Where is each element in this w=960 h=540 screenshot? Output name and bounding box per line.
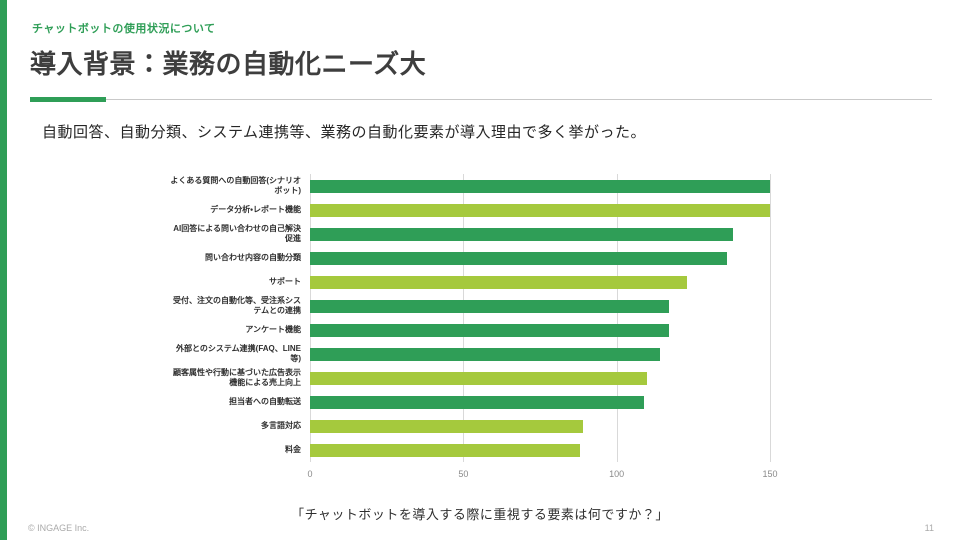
chart-category-label: 問い合わせ内容の自動分類 xyxy=(205,253,301,262)
chart-track xyxy=(310,395,770,409)
chart-category-label: データ分析・レポート機能 xyxy=(210,205,301,214)
chart-bar xyxy=(310,443,580,457)
chart-row: AI回答による問い合わせの自己解決促進 xyxy=(170,222,770,246)
chart-track xyxy=(310,299,770,313)
chart-category-label: アンケート機能 xyxy=(245,325,301,334)
chart-bar xyxy=(310,251,728,265)
chart-category-label: サポート xyxy=(269,277,301,286)
chart-bar xyxy=(310,323,669,337)
chart-track xyxy=(310,179,770,193)
title-divider xyxy=(30,97,932,102)
chart-caption: 「チャットボットを導入する際に重視する要素は何ですか？」 xyxy=(291,507,669,522)
page-title: 導入背景：業務の自動化ニーズ大 xyxy=(30,49,427,79)
chart-row: 担当者への自動転送 xyxy=(170,390,770,414)
x-axis: 0 50 100 150 xyxy=(307,462,777,482)
lead-text: 自動回答、自動分類、システム連携等、業務の自動化要素が導入理由で多く挙がった。 xyxy=(42,124,647,141)
chart-track xyxy=(310,347,770,361)
chart-row: 問い合わせ内容の自動分類 xyxy=(170,246,770,270)
chart-category-label: 多言語対応 xyxy=(261,421,301,430)
copyright: © INGAGE Inc. xyxy=(28,523,90,533)
chart-bar xyxy=(310,275,688,289)
chart-body: よくある質問への自動回答(シナリオボット) データ分析・レポート機能 AI回答による… xyxy=(170,174,771,462)
chart-track xyxy=(310,443,770,457)
chart-row: 顧客属性や行動に基づいた広告表示機能による売上向上 xyxy=(170,366,770,390)
x-axis-tick: 50 xyxy=(458,469,469,479)
chart-row: 外部とのシステム連携(FAQ、LINE等) xyxy=(170,342,770,366)
slide-kicker: チャットボットの使用状況について xyxy=(32,23,216,35)
chart-row: データ分析・レポート機能 xyxy=(170,198,770,222)
gridline xyxy=(310,174,311,462)
chart-row: 受付、注文の自動化等、受注系システムとの連携 xyxy=(170,294,770,318)
chart-gridlines xyxy=(310,174,771,462)
chart-row: 多言語対応 xyxy=(170,414,770,438)
x-axis-tick: 150 xyxy=(762,469,778,479)
chart-row: よくある質問への自動回答(シナリオボット) xyxy=(170,174,770,198)
chart-track xyxy=(310,371,770,385)
chart-track xyxy=(310,275,770,289)
divider-accent xyxy=(30,97,106,102)
chart-category-label: よくある質問への自動回答(シナリオボット) xyxy=(170,176,301,195)
gridline xyxy=(463,174,465,462)
chart-bar xyxy=(310,203,770,217)
chart-row: 料金 xyxy=(170,438,770,462)
chart-bar xyxy=(310,179,770,193)
chart-bar xyxy=(310,299,669,313)
chart-row: サポート xyxy=(170,270,770,294)
chart-row: アンケート機能 xyxy=(170,318,770,342)
chart-bar xyxy=(310,419,583,433)
chart-category-label: AI回答による問い合わせの自己解決促進 xyxy=(173,224,301,243)
chart-bar xyxy=(310,227,734,241)
chart-category-label: 外部とのシステム連携(FAQ、LINE等) xyxy=(175,344,301,363)
chart-bar xyxy=(310,395,645,409)
gridline xyxy=(616,174,618,462)
chart-category-label: 受付、注文の自動化等、受注系システムとの連携 xyxy=(173,296,301,315)
chart-category-label: 担当者への自動転送 xyxy=(229,397,301,406)
chart-track xyxy=(310,251,770,265)
chart-category-label: 顧客属性や行動に基づいた広告表示機能による売上向上 xyxy=(173,368,301,387)
left-edge-accent xyxy=(0,0,7,540)
chart-category-label: 料金 xyxy=(285,445,301,454)
chart-rows: よくある質問への自動回答(シナリオボット) データ分析・レポート機能 AI回答による… xyxy=(170,174,770,462)
chart-track xyxy=(310,419,770,433)
x-axis-tick: 0 xyxy=(307,469,313,479)
chart-bar xyxy=(310,371,648,385)
chart-track xyxy=(310,227,770,241)
gridline xyxy=(770,174,771,462)
chart-track xyxy=(310,323,770,337)
bar-chart: よくある質問への自動回答(シナリオボット) データ分析・レポート機能 AI回答による… xyxy=(170,174,778,482)
x-axis-tick: 100 xyxy=(609,469,625,479)
page-number: 11 xyxy=(924,523,934,533)
chart-bar xyxy=(310,347,660,361)
chart-track xyxy=(310,203,770,217)
